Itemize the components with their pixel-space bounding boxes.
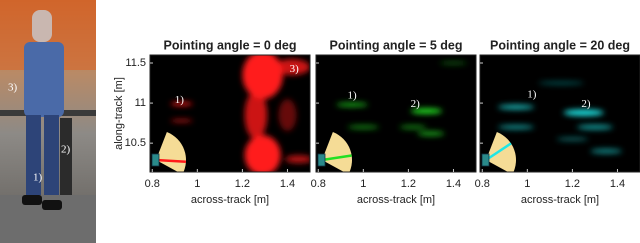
photo-label: 3) xyxy=(8,82,18,94)
heatmap xyxy=(317,61,467,172)
x-tick-label: 1.4 xyxy=(610,178,625,190)
photo-label: 1) xyxy=(33,172,43,184)
echo xyxy=(399,125,427,130)
leg xyxy=(44,115,59,195)
echo xyxy=(576,124,613,130)
x-tick-label: 0.8 xyxy=(145,178,160,190)
echo xyxy=(538,81,584,85)
x-tick-label: 1.4 xyxy=(280,178,295,190)
echoes xyxy=(498,81,622,154)
echo xyxy=(439,61,467,65)
x-tick-label: 1.2 xyxy=(565,178,580,190)
x-axis-label: across-track [m] xyxy=(521,194,599,206)
echo xyxy=(498,125,535,130)
echo xyxy=(590,148,622,154)
radar-icon xyxy=(481,153,490,167)
x-tick-label: 1.2 xyxy=(401,178,416,190)
panel: Pointing angle = 5 deg across-track [m] 0.… xyxy=(311,38,477,206)
heatmap xyxy=(151,55,310,172)
y-tick-label: 10.5 xyxy=(125,137,146,149)
x-axis-label: across-track [m] xyxy=(191,194,269,206)
head xyxy=(32,10,52,42)
photo: 3) 2) 1) xyxy=(0,0,96,243)
y-tick-label: 11.5 xyxy=(125,57,146,69)
radar-icon xyxy=(151,153,160,167)
leg xyxy=(26,115,41,195)
annotation: 2) xyxy=(411,98,421,110)
x-axis-label: across-track [m] xyxy=(357,194,435,206)
x-tick-label: 1.4 xyxy=(446,178,461,190)
panel: Pointing angle = 20 deg across-track [m] 0… xyxy=(475,38,640,206)
annotation: 3) xyxy=(290,63,300,75)
annotation: 1) xyxy=(175,94,185,106)
panel-title: Pointing angle = 0 deg xyxy=(163,38,296,52)
annotation: 1) xyxy=(527,89,537,101)
plot-frame xyxy=(315,54,477,173)
echoes xyxy=(336,61,467,136)
echo xyxy=(417,131,445,136)
x-tick-label: 1 xyxy=(194,178,200,190)
echo xyxy=(170,119,193,123)
plot-frame xyxy=(149,54,311,173)
x-tick-label: 0.8 xyxy=(311,178,326,190)
echo xyxy=(278,99,297,132)
pointing-line xyxy=(155,158,187,164)
x-tick-label: 1 xyxy=(524,178,530,190)
annotation: 1) xyxy=(347,89,357,101)
echo xyxy=(347,125,380,130)
panel-title: Pointing angle = 5 deg xyxy=(329,38,462,52)
x-tick-label: 1 xyxy=(360,178,366,190)
echo xyxy=(244,135,281,172)
torso xyxy=(24,42,64,117)
panel-title: Pointing angle = 20 deg xyxy=(490,38,630,52)
post xyxy=(60,118,72,208)
shoe xyxy=(22,195,42,205)
fov-sector xyxy=(322,132,352,172)
echoes xyxy=(170,55,310,172)
plot-frame xyxy=(479,54,640,173)
pointing-line xyxy=(485,142,512,162)
x-tick-label: 1.2 xyxy=(235,178,250,190)
annotation: 2) xyxy=(581,98,591,110)
echo xyxy=(242,55,283,100)
heatmap xyxy=(481,81,622,172)
echo xyxy=(563,109,604,116)
echo xyxy=(556,137,589,141)
echo xyxy=(244,91,268,140)
echo xyxy=(410,108,443,114)
x-tick-label: 0.8 xyxy=(475,178,490,190)
fov-sector xyxy=(486,132,516,172)
echo xyxy=(498,104,535,110)
photo-label: 2) xyxy=(61,144,71,156)
pointing-line xyxy=(321,154,352,162)
y-axis-label: along-track [m] xyxy=(113,77,125,150)
echo xyxy=(170,101,193,106)
radar-icon xyxy=(317,153,326,167)
echo xyxy=(336,102,368,107)
panel: Pointing angle = 0 deg across-track [m] al… xyxy=(113,38,311,206)
y-tick-label: 11 xyxy=(135,97,146,109)
echo xyxy=(273,59,310,76)
shoe xyxy=(42,200,62,210)
echo xyxy=(285,155,310,164)
